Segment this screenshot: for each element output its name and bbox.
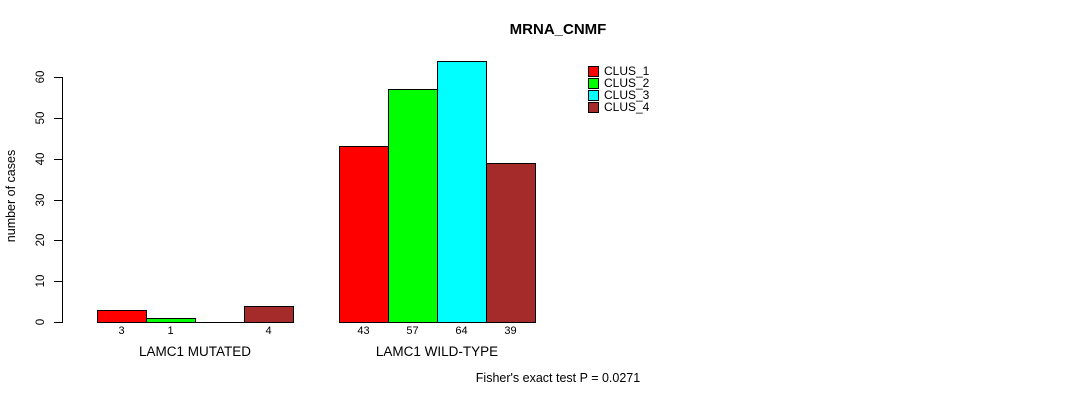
- chart-title: MRNA_CNMF: [509, 21, 607, 38]
- bar-value-label: 43: [357, 325, 370, 337]
- legend-swatch-clus_1: [588, 66, 599, 77]
- bar: [97, 310, 147, 323]
- y-axis-tick-label: 20: [35, 233, 47, 247]
- y-axis-tick: [54, 322, 62, 323]
- y-axis-line: [62, 77, 63, 323]
- y-axis-tick: [54, 240, 62, 241]
- legend-row: CLUS_3: [588, 88, 650, 102]
- bar: [437, 61, 487, 323]
- y-axis-tick-label: 10: [35, 274, 47, 288]
- legend: CLUS_1 CLUS_2 CLUS_3 CLUS_4: [588, 64, 650, 114]
- y-axis-tick: [54, 200, 62, 201]
- bar: [486, 163, 536, 323]
- y-axis-tick: [54, 281, 62, 282]
- bar: [146, 318, 196, 323]
- bar-value-label: 64: [455, 325, 468, 337]
- bar-value-label: 4: [265, 325, 272, 337]
- legend-swatch-clus_3: [588, 90, 599, 101]
- y-axis-tick-label: 50: [35, 111, 47, 125]
- legend-label: CLUS_3: [604, 88, 650, 102]
- group-label: LAMC1 WILD-TYPE: [375, 344, 499, 359]
- y-axis-tick: [54, 77, 62, 78]
- fisher-test-note: Fisher's exact test P = 0.0271: [475, 371, 641, 385]
- legend-label: CLUS_2: [604, 76, 650, 90]
- y-axis-tick: [54, 159, 62, 160]
- legend-swatch-clus_2: [588, 78, 599, 89]
- bar-value-label: 1: [167, 325, 174, 337]
- y-axis-tick-label: 30: [35, 193, 47, 207]
- bar-value-label: 39: [504, 325, 517, 337]
- group-label: LAMC1 MUTATED: [138, 344, 252, 359]
- y-axis-tick-label: 40: [35, 152, 47, 166]
- bar: [339, 146, 389, 323]
- y-axis-tick: [54, 118, 62, 119]
- legend-row: CLUS_1: [588, 64, 650, 78]
- bar: [244, 306, 294, 323]
- bar-value-label: 3: [118, 325, 125, 337]
- y-axis-tick-label: 0: [35, 318, 47, 326]
- y-axis-tick-label: 60: [35, 70, 47, 84]
- bar: [388, 89, 438, 323]
- legend-row: CLUS_4: [588, 100, 650, 114]
- legend-swatch-clus_4: [588, 102, 599, 113]
- legend-label: CLUS_4: [604, 100, 650, 114]
- legend-row: CLUS_2: [588, 76, 650, 90]
- y-axis-title: number of cases: [4, 149, 18, 243]
- bar-value-label: 57: [406, 325, 419, 337]
- legend-label: CLUS_1: [604, 64, 650, 78]
